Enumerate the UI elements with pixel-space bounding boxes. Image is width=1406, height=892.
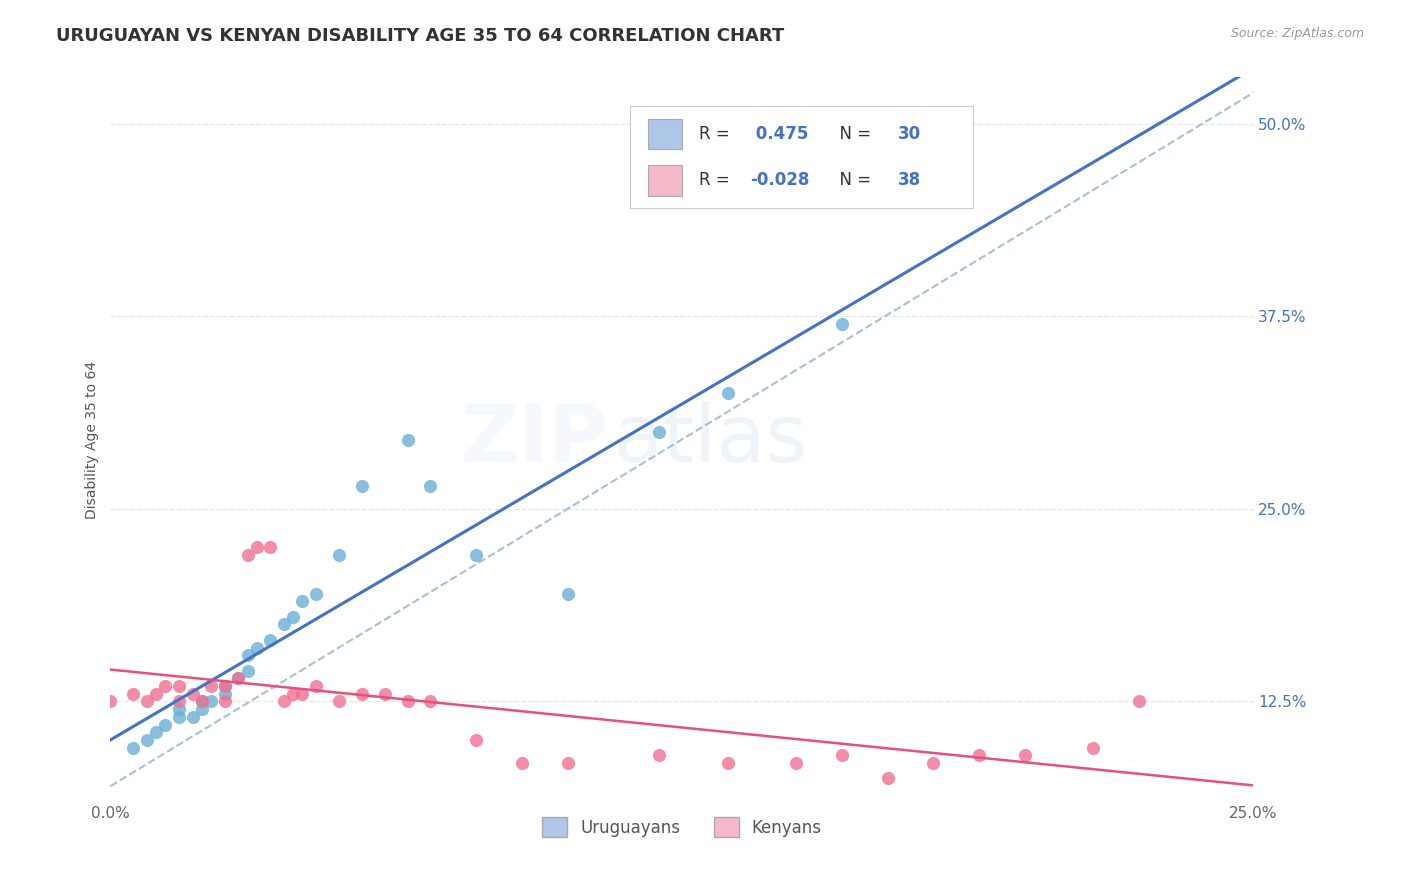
Point [396,694,419,708]
Point [181,687,204,701]
Point [350,479,373,493]
Point [236,548,259,562]
Point [396,433,419,447]
Point [273,694,295,708]
Point [167,679,190,693]
Point [648,748,671,763]
Point [831,317,853,331]
Point [122,740,145,755]
Point [648,425,671,439]
Text: ZIP: ZIP [460,401,607,478]
Point [557,586,579,600]
Point [228,671,250,685]
Point [181,710,204,724]
Point [328,548,350,562]
Point [214,687,236,701]
Point [283,687,305,701]
Y-axis label: Disability Age 35 to 64: Disability Age 35 to 64 [86,360,100,518]
Point [419,694,441,708]
Point [291,594,314,608]
Text: atlas: atlas [613,401,807,478]
Point [831,748,853,763]
Point [465,733,488,747]
Text: Source: ZipAtlas.com: Source: ZipAtlas.com [1230,27,1364,40]
Point [510,756,533,770]
Point [259,541,281,555]
Point [155,717,177,731]
Point [1083,740,1105,755]
Point [200,679,222,693]
Point [200,694,222,708]
Point [191,694,214,708]
Point [167,702,190,716]
Point [967,748,990,763]
Point [236,648,259,663]
Point [716,386,738,401]
Point [305,679,328,693]
Point [214,679,236,693]
Point [1014,748,1036,763]
Point [557,756,579,770]
Point [228,671,250,685]
Point [922,756,945,770]
Point [136,733,159,747]
Point [305,586,328,600]
Text: URUGUAYAN VS KENYAN DISABILITY AGE 35 TO 64 CORRELATION CHART: URUGUAYAN VS KENYAN DISABILITY AGE 35 TO… [56,27,785,45]
Point [465,548,488,562]
Point [291,687,314,701]
Point [1128,694,1150,708]
Point [350,687,373,701]
Point [191,694,214,708]
Point [122,687,145,701]
Point [419,479,441,493]
Point [136,694,159,708]
Point [374,687,396,701]
Point [283,609,305,624]
Point [100,694,122,708]
Point [167,710,190,724]
Point [236,664,259,678]
Point [191,702,214,716]
Point [246,640,269,655]
Point [246,541,269,555]
Point [214,679,236,693]
Point [273,617,295,632]
Point [214,694,236,708]
Legend: Uruguayans, Kenyans: Uruguayans, Kenyans [536,810,828,844]
Point [145,687,167,701]
Point [145,725,167,739]
Point [716,756,738,770]
Point [155,679,177,693]
Point [167,694,190,708]
Point [785,756,807,770]
Point [876,772,898,786]
Point [259,632,281,647]
Point [328,694,350,708]
